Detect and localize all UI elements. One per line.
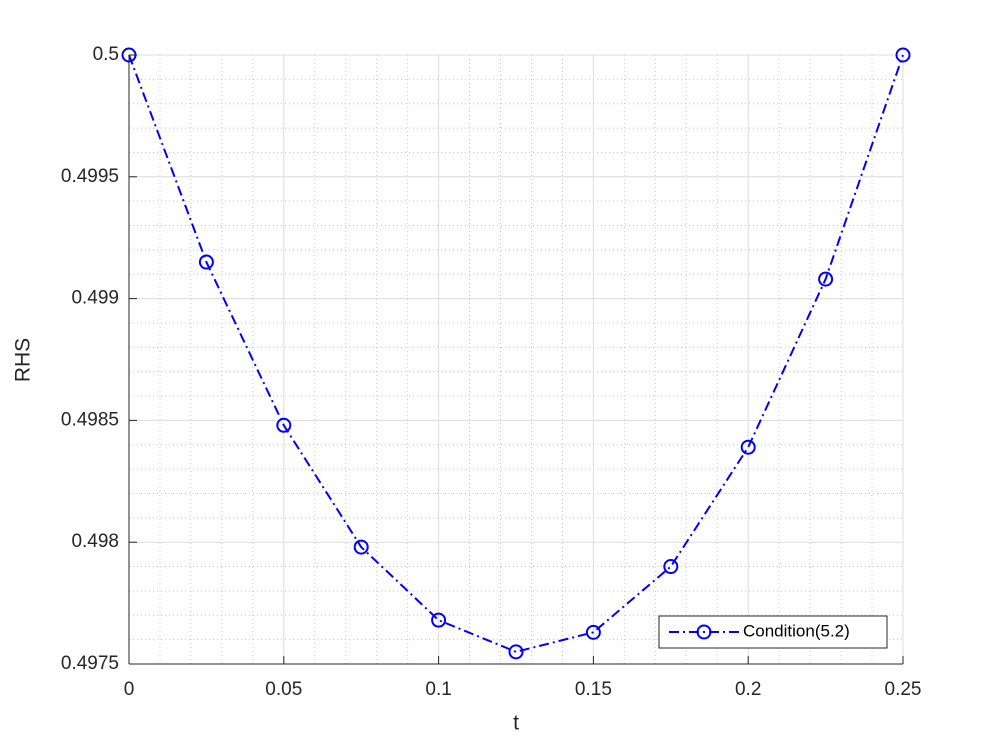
y-tick-label: 0.4975 [61,653,119,674]
legend-marker [696,624,712,640]
x-tick-label: 0.05 [265,679,302,700]
y-tick-label: 0.498 [71,531,119,552]
x-tick-label: 0 [124,679,135,700]
marker [276,417,292,433]
y-tick-label: 0.4995 [61,166,119,187]
x-tick-label: 0.2 [735,679,761,700]
legend-label: Condition(5.2) [743,621,850,640]
x-tick-label: 0.25 [885,679,922,700]
x-axis-label: t [513,712,519,735]
marker [198,254,214,270]
marker [353,539,369,555]
marker [895,47,911,63]
marker [508,644,524,660]
marker [431,612,447,628]
marker [740,439,756,455]
plot [121,47,911,660]
marker [663,559,679,575]
marker [818,271,834,287]
x-tick-label: 0.15 [575,679,612,700]
y-tick-label: 0.499 [71,288,119,309]
x-tick-label: 0.1 [425,679,451,700]
y-tick-label: 0.4985 [61,409,119,430]
y-tick-label: 0.5 [93,44,119,65]
y-axis-label: RHS [12,338,35,382]
marker [585,624,601,640]
line [128,54,904,653]
grid [128,54,904,665]
